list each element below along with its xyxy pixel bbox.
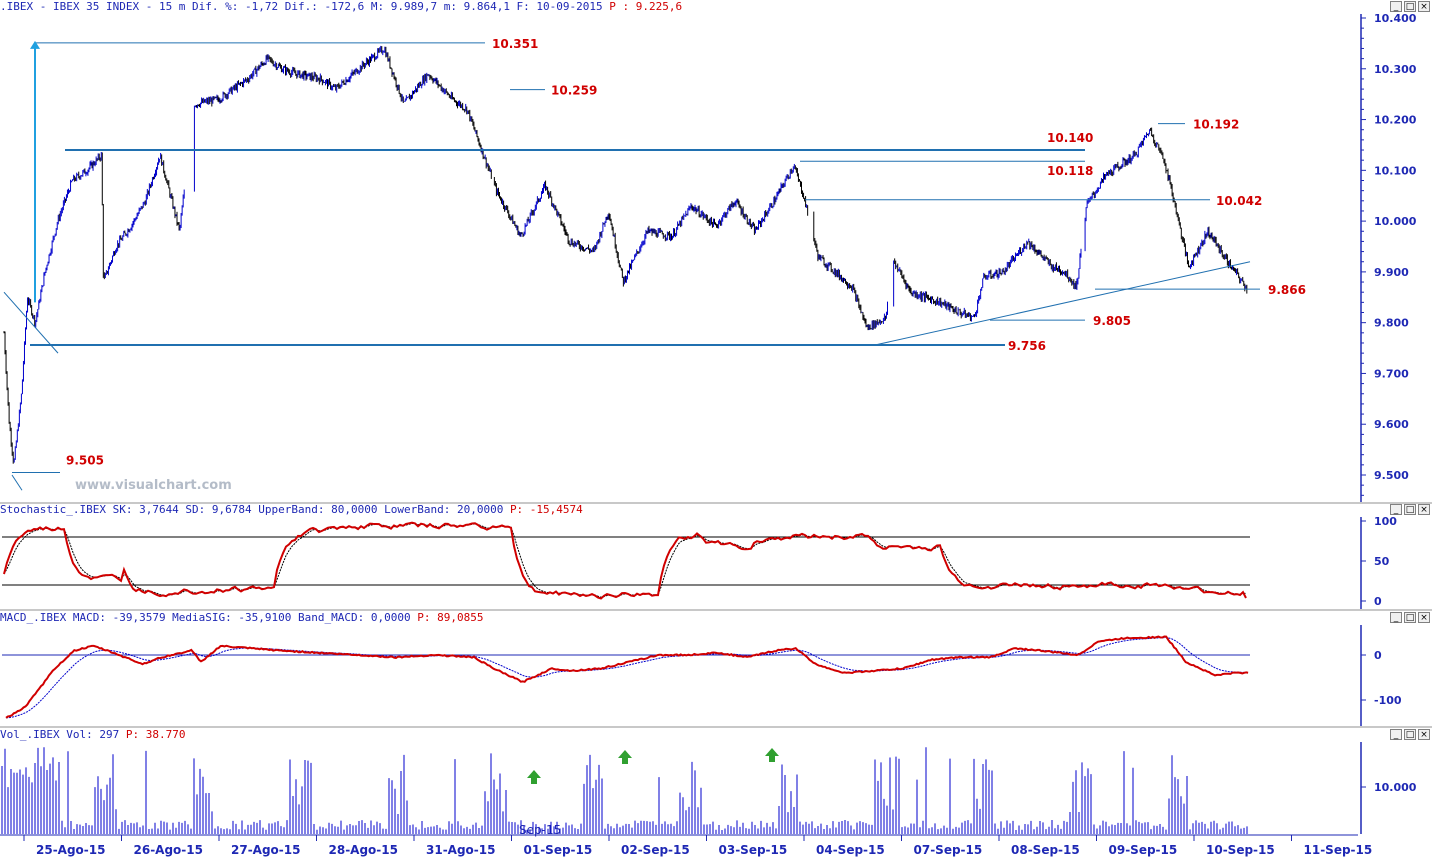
stoch-tick-label: 50 <box>1374 555 1390 568</box>
level-label: 10.259 <box>551 84 597 98</box>
level-label: 10.042 <box>1216 194 1262 208</box>
price-tick-label: 10.100 <box>1374 164 1417 177</box>
level-label: 9.505 <box>66 453 104 467</box>
stoch-tick-label: 0 <box>1374 595 1382 608</box>
close-button[interactable]: × <box>1418 612 1430 623</box>
macd-header-main: MACD_.IBEX MACD: -39,3579 MediaSIG: -35,… <box>0 611 418 624</box>
minimize-button[interactable]: _ <box>1390 729 1402 740</box>
x-tick-label: 09-Sep-15 <box>1109 843 1178 857</box>
stoch-window-controls: _ □ × <box>1390 504 1430 515</box>
x-tick-label: 31-Ago-15 <box>426 843 495 857</box>
price-tick-label: 9.500 <box>1374 469 1409 482</box>
level-label: 10.118 <box>1047 164 1093 178</box>
x-tick-label: 08-Sep-15 <box>1011 843 1080 857</box>
price-tick-label: 9.700 <box>1374 367 1409 380</box>
stoch-sk-line <box>3 521 1247 600</box>
trend-line-support <box>874 261 1251 346</box>
macd-tick-label: 0 <box>1374 649 1382 662</box>
panel-divider[interactable] <box>0 609 1432 611</box>
price-tick-label: 10.200 <box>1374 114 1417 127</box>
minimize-button[interactable]: _ <box>1390 612 1402 623</box>
up-arrow-icon <box>765 748 779 762</box>
level-label: 9.756 <box>1008 339 1046 353</box>
stoch-header-main: Stochastic_.IBEX SK: 3,7644 SD: 9,6784 U… <box>0 503 510 516</box>
macd-header-p: P: 89,0855 <box>417 611 484 624</box>
level-label: 9.805 <box>1093 314 1131 328</box>
macd-tick-label: -100 <box>1374 694 1402 707</box>
close-button[interactable]: × <box>1418 729 1430 740</box>
trend-line-downfall <box>3 291 59 354</box>
price-tick-label: 9.600 <box>1374 418 1409 431</box>
x-tick-label: 27-Ago-15 <box>231 843 300 857</box>
stoch-header-p: P: -15,4574 <box>509 503 583 516</box>
arrow-up-icon <box>30 40 40 49</box>
close-button[interactable]: × <box>1418 1 1430 12</box>
level-label: 10.351 <box>492 37 538 51</box>
x-tick-label: 25-Ago-15 <box>36 843 105 857</box>
level-label: 10.192 <box>1193 118 1239 132</box>
vol-tick-label: 10.000 <box>1374 781 1417 794</box>
vol-header-main: Vol_.IBEX Vol: 297 <box>0 728 126 741</box>
price-header-p: P : 9.225,6 <box>609 0 683 13</box>
price-tick-label: 10.000 <box>1374 215 1417 228</box>
vol-panel-header: Vol_.IBEX Vol: 297 P: 38.770 <box>0 728 185 742</box>
minimize-button[interactable]: _ <box>1390 504 1402 515</box>
price-tick-label: 9.800 <box>1374 317 1409 330</box>
stoch-tick-label: 100 <box>1374 517 1397 528</box>
panel-divider[interactable] <box>0 726 1432 728</box>
stoch-sd-line <box>3 523 1247 598</box>
x-tick-label: 26-Ago-15 <box>134 843 203 857</box>
x-tick-label: 11-Sep-15 <box>1304 843 1373 857</box>
price-tick-label: 9.900 <box>1374 266 1409 279</box>
price-panel-header: .IBEX - IBEX 35 INDEX - 15 m Dif. %: -1,… <box>0 0 682 14</box>
x-tick-label: 01-Sep-15 <box>524 843 593 857</box>
macd-panel-header: MACD_.IBEX MACD: -39,3579 MediaSIG: -35,… <box>0 611 483 625</box>
macd-line <box>5 635 1249 719</box>
level-label: 10.140 <box>1047 131 1093 145</box>
price-tick-label: 10.400 <box>1374 14 1417 25</box>
price-chart[interactable]: 10.400 10.300 10.200 10.100 10.000 9.900 9.800… <box>0 14 1432 502</box>
x-tick-label: 07-Sep-15 <box>914 843 983 857</box>
up-arrow-icon <box>527 770 541 784</box>
stochastic-chart[interactable]: 100 50 0 <box>0 517 1432 609</box>
minimize-button[interactable]: _ <box>1390 1 1402 12</box>
price-window-controls: _ □ × <box>1390 1 1430 12</box>
x-tick-label: 04-Sep-15 <box>816 843 885 857</box>
maximize-button[interactable]: □ <box>1404 612 1416 623</box>
x-tick-label: 02-Sep-15 <box>621 843 690 857</box>
vol-window-controls: _ □ × <box>1390 729 1430 740</box>
watermark: www.visualchart.com <box>75 478 232 493</box>
price-tick-label: 10.300 <box>1374 63 1417 76</box>
x-tick-label: 10-Sep-15 <box>1206 843 1275 857</box>
up-arrow-icon <box>618 750 632 764</box>
macd-signal-line <box>5 636 1249 719</box>
price-header-main: .IBEX - IBEX 35 INDEX - 15 m Dif. %: -1,… <box>0 0 610 13</box>
vol-header-p: P: 38.770 <box>125 728 186 741</box>
panel-divider[interactable] <box>0 502 1432 504</box>
close-button[interactable]: × <box>1418 504 1430 515</box>
date-overlay-label: Sep-15 <box>519 823 561 837</box>
macd-window-controls: _ □ × <box>1390 612 1430 623</box>
level-label: 9.866 <box>1268 283 1306 297</box>
maximize-button[interactable]: □ <box>1404 504 1416 515</box>
maximize-button[interactable]: □ <box>1404 729 1416 740</box>
volume-chart[interactable]: 10.000 Sep-15 25-Ago-15 26-Ago-15 27-Ago-15 2… <box>0 742 1432 857</box>
x-tick-label: 28-Ago-15 <box>329 843 398 857</box>
stoch-panel-header: Stochastic_.IBEX SK: 3,7644 SD: 9,6784 U… <box>0 503 583 517</box>
trend-line-low <box>11 474 23 491</box>
x-tick-label: 03-Sep-15 <box>719 843 788 857</box>
maximize-button[interactable]: □ <box>1404 1 1416 12</box>
macd-chart[interactable]: 0 -100 <box>0 625 1432 726</box>
